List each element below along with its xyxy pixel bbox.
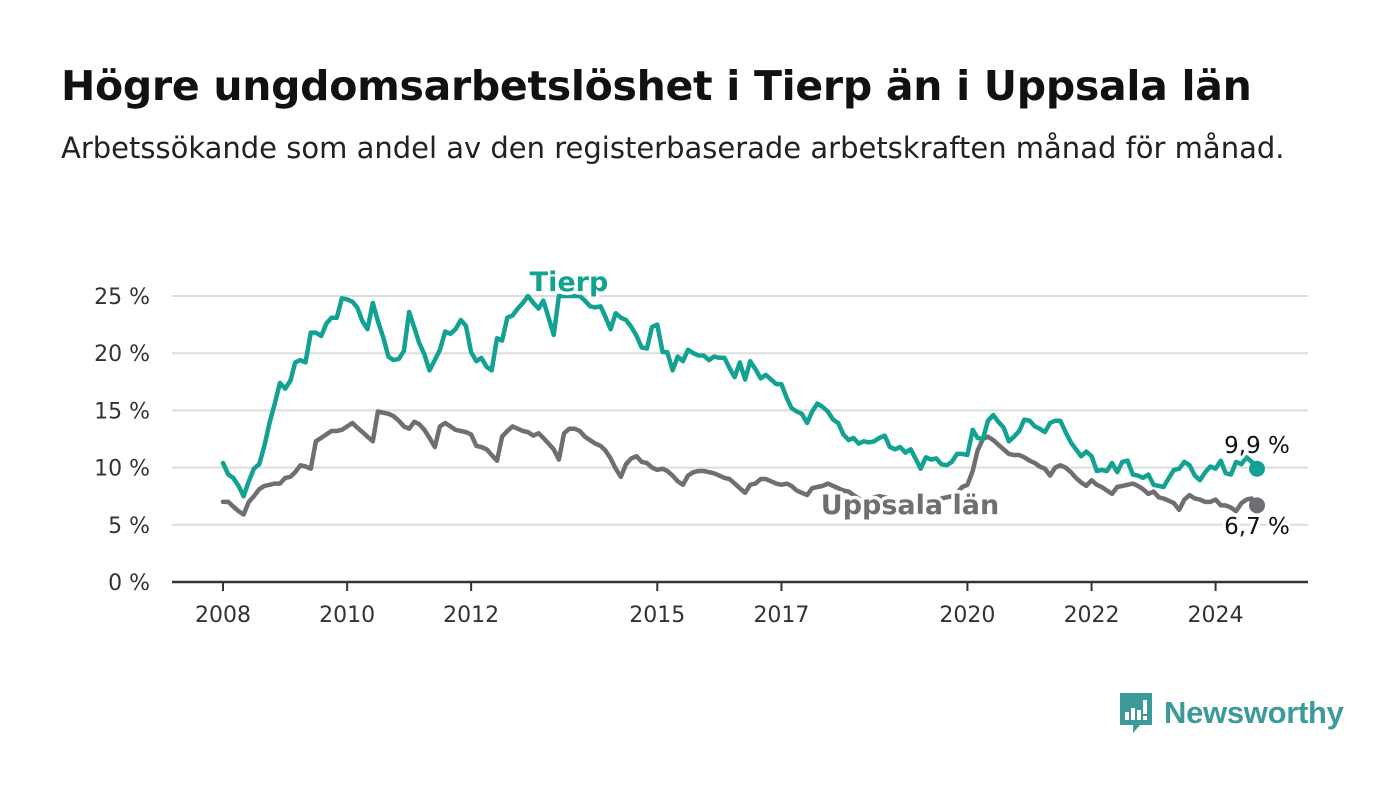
end-point-tierp: [1249, 460, 1265, 477]
y-axis-ticks: 0 % 5 % 10 % 15 % 20 % 25 %: [94, 285, 150, 596]
y-tick-label: 0 %: [108, 571, 150, 596]
end-value-label-tierp: 9,9 %: [1224, 433, 1290, 459]
series-line-uppsala-lan: [220, 409, 1260, 517]
chart-subtitle: Arbetssökande som andel av den registerb…: [61, 131, 1285, 165]
brand-name: Newsworthy: [1164, 695, 1344, 730]
x-tick-label: 2022: [1064, 603, 1120, 628]
y-tick-label: 20 %: [94, 342, 150, 367]
newsworthy-logo: Newsworthy: [1118, 690, 1344, 736]
end-value-label-uppsala-lan: 6,7 %: [1224, 514, 1290, 540]
y-tick-label: 10 %: [94, 457, 150, 482]
x-tick-label: 2015: [629, 603, 685, 628]
series-labels: Tierp Uppsala län 9,9 % 6,7 %: [526, 264, 1293, 544]
x-tick-label: 2017: [753, 603, 809, 628]
y-tick-label: 15 %: [94, 399, 150, 424]
x-tick-label: 2024: [1188, 603, 1244, 628]
x-tick-label: 2020: [939, 603, 995, 628]
bar-chart-speech-bubble-icon: [1120, 693, 1152, 733]
y-tick-label: 25 %: [94, 285, 150, 310]
y-tick-label: 5 %: [108, 514, 150, 539]
chart-title: Högre ungdomsarbetslöshet i Tierp än i U…: [61, 62, 1252, 110]
x-tick-label: 2008: [195, 603, 251, 628]
series-label-tierp: Tierp: [530, 267, 609, 298]
series-line-tierp: [220, 293, 1260, 499]
end-point-uppsala-lan: [1249, 497, 1265, 514]
x-tick-label: 2010: [319, 603, 375, 628]
x-tick-label: 2012: [443, 603, 499, 628]
series-label-uppsala-lan: Uppsala län: [821, 490, 999, 521]
series-lines: [220, 293, 1265, 517]
x-axis-ticks: 2008 2010 2012 2015 2017 2020 2022 2024: [195, 582, 1244, 628]
